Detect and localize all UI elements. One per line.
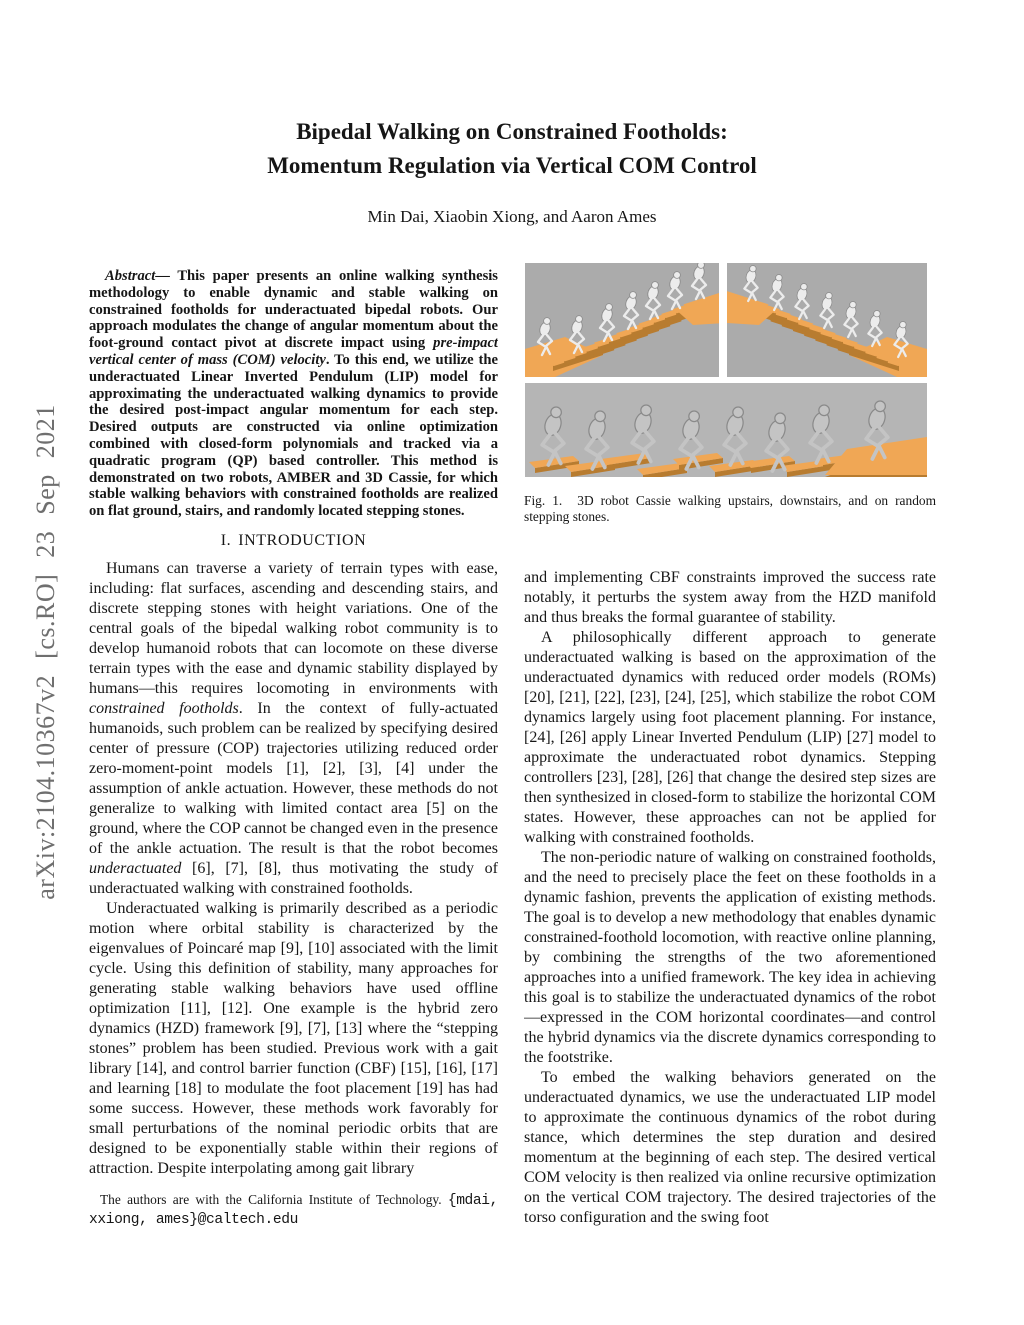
figure1-panel-downstairs	[727, 263, 927, 377]
figure1-caption: Fig. 1. 3D robot Cassie walking upstairs,…	[524, 493, 936, 525]
left-column: Abstract— This paper presents an online …	[89, 268, 498, 1186]
arxiv-watermark: arXiv:2104.10367v2 [cs.RO] 23 Sep 2021	[31, 404, 60, 900]
figure1	[525, 263, 927, 477]
figure1-panel-stepping-stones	[525, 383, 927, 477]
paragraph-continued: and implementing CBF constraints improve…	[524, 569, 936, 626]
paper-title-line2: Momentum Regulation via Vertical COM Con…	[267, 153, 757, 178]
figure1-caption-label: Fig. 1.	[524, 493, 563, 508]
paper-header: Bipedal Walking on Constrained Footholds…	[0, 115, 1024, 227]
right-column: Fig. 1. 3D robot Cassie walking upstairs,…	[524, 263, 936, 1238]
section-number: I.	[220, 531, 232, 549]
author-footnote: The authors are with the California Inst…	[89, 1192, 498, 1228]
paragraph-intro-1: Humans can traverse a variety of terrain…	[89, 559, 498, 897]
figure1-caption-text: 3D robot Cassie walking upstairs, downst…	[524, 493, 936, 524]
abstract-paragraph: Abstract— This paper presents an online …	[89, 268, 498, 520]
paragraph-nonperiodic: The non-periodic nature of walking on co…	[524, 849, 936, 1066]
paragraph-embed: To embed the walking behaviors generated…	[524, 1069, 936, 1226]
paper-authors: Min Dai, Xiaobin Xiong, and Aaron Ames	[367, 207, 657, 226]
paragraph-intro-2: Underactuated walking is primarily descr…	[89, 899, 498, 1177]
figure1-panel-upstairs	[525, 263, 719, 377]
paper-title-line1: Bipedal Walking on Constrained Footholds…	[296, 119, 728, 144]
paragraph-roms: A philosophically different approach to …	[524, 629, 936, 846]
section-title: INTRODUCTION	[238, 531, 367, 549]
section-heading-introduction: I. INTRODUCTION	[89, 532, 498, 550]
